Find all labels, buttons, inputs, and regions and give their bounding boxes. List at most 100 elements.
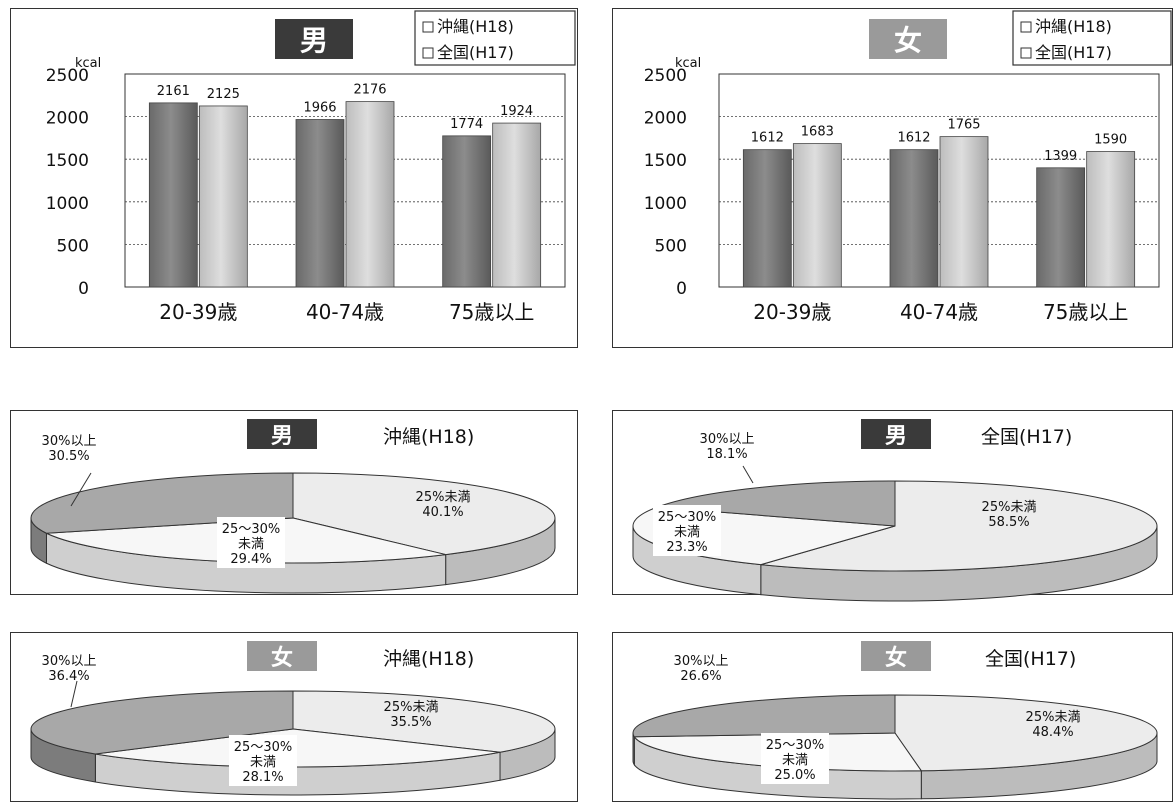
bar-value-label: 1399 (1044, 149, 1077, 164)
slice-name: 25〜30% (658, 510, 716, 525)
y-tick-label: 0 (676, 279, 687, 299)
bar-value-label: 2125 (207, 87, 240, 102)
y-tick-label: 0 (78, 279, 89, 299)
slice-value: 25.0% (774, 768, 815, 783)
legend-swatch-1 (1020, 47, 1032, 59)
slice-name: 25〜30% (222, 522, 280, 537)
gender-badge-label: 男 (271, 424, 293, 449)
bar (492, 122, 542, 288)
label-backdrop (761, 733, 829, 784)
legend: 沖縄(H18) 全国(H17) (414, 10, 576, 66)
x-tick-label: 20-39歳 (159, 300, 237, 324)
gender-badge: 女 (861, 641, 931, 671)
bar (198, 105, 248, 288)
bar (295, 119, 345, 288)
bar-value-label: 2161 (157, 84, 190, 99)
gender-badge-bg (247, 641, 317, 671)
bar (345, 101, 395, 288)
gender-badge-label: 女 (894, 24, 922, 57)
plot-area (124, 73, 566, 288)
bar-value-label: 1774 (450, 117, 483, 132)
x-tick-label: 75歳以上 (449, 300, 534, 324)
slice-value: 23.3% (666, 540, 707, 555)
legend-swatch-1 (422, 47, 434, 59)
slice-value: 36.4% (48, 669, 89, 684)
gender-badge-label: 男 (885, 424, 907, 449)
legend-box (414, 10, 576, 66)
pie-title: 全国(H17) (981, 426, 1072, 448)
bar (792, 143, 842, 288)
slice-name: 未満 (782, 753, 808, 768)
label-backdrop (217, 517, 285, 568)
gender-badge: 男 (861, 419, 931, 449)
bar-value-label: 1612 (751, 131, 784, 146)
y-tick-label: 1500 (644, 151, 687, 171)
pie-slice (292, 472, 556, 556)
legend-swatch-0 (1020, 21, 1032, 33)
y-tick-label: 2000 (644, 109, 687, 129)
legend-label-0: 沖縄(H18) (1035, 17, 1112, 36)
bar (442, 135, 492, 288)
pie-chart-female-national-panel: 女 全国(H17) 25%未満 48.4% 25〜30% 未満 25.0% 30%以上 26.6… (612, 632, 1173, 802)
gender-badge-label: 女 (271, 645, 293, 671)
slice-value: 26.6% (680, 669, 721, 684)
pie-slice (760, 480, 1158, 572)
bar-value-label: 1765 (947, 118, 980, 133)
bar-value-label: 1590 (1094, 133, 1127, 148)
slice-value: 29.4% (230, 552, 271, 567)
legend: 沖縄(H18) 全国(H17) (1012, 10, 1172, 66)
gender-badge: 男 (275, 19, 353, 59)
bar (939, 136, 989, 288)
x-tick-label: 40-74歳 (306, 300, 384, 324)
bar-value-label: 2176 (353, 83, 386, 98)
slice-name: 25〜30% (766, 738, 824, 753)
gender-badge-label: 男 (300, 24, 328, 57)
y-tick-label: 500 (57, 236, 89, 256)
pie-title: 全国(H17) (985, 648, 1076, 670)
legend-label-1: 全国(H17) (1035, 43, 1112, 62)
legend-label-1: 全国(H17) (437, 43, 514, 62)
slice-name: 30%以上 (674, 654, 729, 669)
bar-value-label: 1966 (303, 100, 336, 115)
pie-chart-female-okinawa-panel: 女 沖縄(H18) 25%未満 35.5% 25〜30% 未満 28.1% 30%以上 36.4… (10, 632, 578, 802)
pie-title: 沖縄(H18) (383, 648, 474, 670)
bar-value-label: 1924 (500, 104, 533, 119)
gender-badge: 男 (247, 419, 317, 449)
slice-value: 28.1% (242, 770, 283, 785)
label-backdrop (229, 735, 297, 786)
pie-slice (632, 694, 896, 738)
slice-name: 未満 (250, 755, 276, 770)
y-tick-label: 1000 (46, 194, 89, 214)
gender-badge: 女 (247, 641, 317, 671)
label-backdrop (653, 505, 721, 556)
slice-name: 25〜30% (234, 740, 292, 755)
pie-slice (30, 690, 294, 755)
slice-name: 25%未満 (384, 700, 439, 715)
gender-badge-bg (247, 419, 317, 449)
pie-slice (292, 690, 556, 753)
y-tick-label: 2000 (46, 109, 89, 129)
bar (889, 149, 939, 288)
leader-line (742, 465, 754, 484)
y-tick-label: 1500 (46, 151, 89, 171)
gender-badge: 女 (869, 19, 947, 59)
bar (742, 149, 792, 288)
slice-value: 18.1% (706, 447, 747, 462)
x-tick-label: 20-39歳 (753, 300, 831, 324)
bar-value-label: 1683 (801, 125, 834, 140)
pie-title: 沖縄(H18) (383, 426, 474, 448)
pie-slice (894, 694, 1158, 772)
